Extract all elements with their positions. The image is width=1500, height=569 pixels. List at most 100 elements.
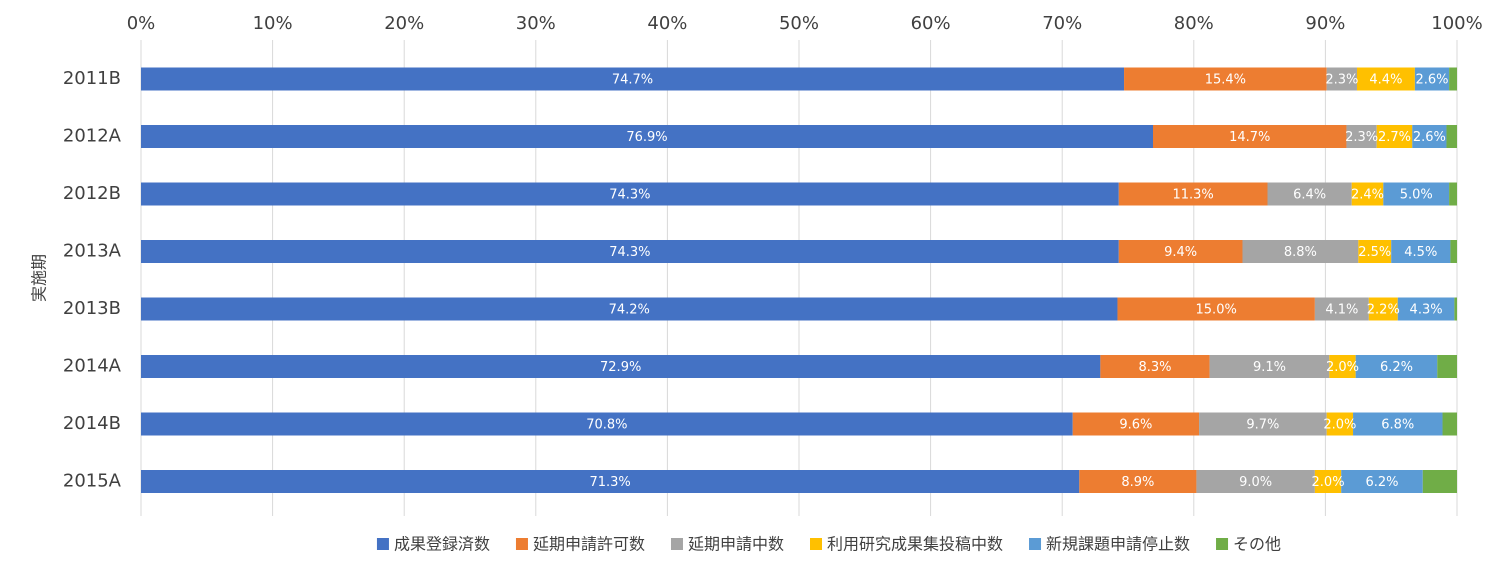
bar-segment: [141, 412, 1073, 436]
bar-segment: [1242, 240, 1359, 263]
data-label: 6.4%: [1293, 188, 1326, 203]
data-label: 76.9%: [626, 130, 667, 145]
data-label: 9.0%: [1239, 475, 1272, 490]
bar-segment: [1391, 240, 1451, 263]
legend-label: その他: [1233, 535, 1281, 554]
bar-segment: [1326, 67, 1357, 91]
data-label: 2.5%: [1358, 245, 1391, 260]
category-label: 2014B: [63, 413, 121, 434]
legend-item: 延期申請中数: [670, 535, 784, 554]
data-label: 4.1%: [1325, 303, 1358, 318]
bar-segment: [1422, 470, 1457, 493]
bar-segment: [1353, 412, 1443, 436]
bar-segment: [1397, 297, 1455, 321]
data-label: 5.0%: [1400, 188, 1433, 203]
data-label: 4.3%: [1410, 303, 1443, 318]
data-label: 8.9%: [1121, 475, 1154, 490]
legend-item: その他: [1216, 535, 1281, 554]
bar-segment: [1209, 355, 1330, 378]
data-label: 8.8%: [1284, 245, 1317, 260]
data-label: 4.4%: [1369, 73, 1402, 88]
data-label: 9.7%: [1246, 418, 1279, 433]
bar-segment: [1356, 67, 1415, 91]
data-label: 72.9%: [600, 360, 641, 375]
category-label: 2015A: [63, 471, 122, 492]
legend-item: 成果登録済数: [376, 535, 490, 554]
x-tick-label: 60%: [911, 13, 951, 34]
x-tick-label: 0%: [127, 13, 156, 34]
data-label: 6.2%: [1380, 360, 1413, 375]
bar-segment: [1412, 125, 1447, 148]
data-label: 2.0%: [1323, 418, 1356, 433]
bar-segment: [1414, 67, 1450, 91]
x-tick-label: 10%: [253, 13, 293, 34]
data-label: 2.2%: [1367, 303, 1400, 318]
data-label: 2.0%: [1312, 475, 1345, 490]
x-tick-label: 100%: [1431, 13, 1482, 34]
bar-segment: [1449, 67, 1457, 91]
legend-item: 利用研究成果集投稿中数: [810, 535, 1003, 554]
bar-segment: [1442, 412, 1457, 436]
bar-segment: [1341, 470, 1423, 493]
x-tick-label: 70%: [1042, 13, 1082, 34]
bar-segment: [1437, 355, 1457, 378]
legend-item: 延期申請許可数: [515, 535, 645, 554]
bar-segment: [1100, 355, 1210, 378]
bar-segment: [1079, 470, 1197, 493]
data-label: 2.0%: [1326, 360, 1359, 375]
legend-item: 新規課題申請停止数: [1029, 535, 1190, 554]
legend-swatch: [1216, 538, 1229, 550]
bar-segment: [1351, 182, 1384, 206]
x-tick-label: 40%: [647, 13, 687, 34]
y-axis-title: 実施期: [30, 254, 49, 302]
category-label: 2013B: [63, 298, 121, 319]
data-label: 2.3%: [1345, 130, 1378, 145]
data-label: 71.3%: [589, 475, 630, 490]
data-label: 2.6%: [1415, 73, 1448, 88]
data-label: 9.6%: [1119, 418, 1152, 433]
category-label: 2014A: [63, 356, 122, 377]
data-label: 74.2%: [609, 303, 650, 318]
bar-segment: [1117, 297, 1315, 321]
data-label: 9.4%: [1164, 245, 1197, 260]
data-label: 70.8%: [586, 418, 627, 433]
bar-segment: [141, 240, 1119, 263]
bar-segment: [1072, 412, 1200, 436]
bar-segment: [1376, 125, 1413, 148]
x-tick-label: 20%: [384, 13, 424, 34]
data-label: 9.1%: [1253, 360, 1286, 375]
bar-segment: [141, 67, 1125, 91]
data-label: 74.3%: [609, 245, 650, 260]
y-axis-categories: 2011B 2012A 2012B 2013A 2013B 2014A 2014B 2015A: [63, 68, 122, 492]
bar-segment: [1199, 412, 1327, 436]
bar-segment: [141, 182, 1119, 206]
category-label: 2012A: [63, 126, 122, 147]
bar-segment: [141, 355, 1101, 378]
x-tick-label: 30%: [516, 13, 556, 34]
legend-label: 成果登録済数: [394, 535, 490, 554]
legend-label: 新規課題申請停止数: [1046, 535, 1190, 554]
data-label: 8.3%: [1138, 360, 1171, 375]
x-axis-ticks: 0% 10% 20% 30% 40% 50% 60% 70% 80% 90% 100%: [127, 13, 1483, 34]
bar-segment: [1314, 470, 1342, 493]
legend-label: 利用研究成果集投稿中数: [827, 535, 1003, 554]
bar-segment: [1118, 182, 1268, 206]
bar-segment: [141, 125, 1154, 148]
legend-swatch: [670, 538, 683, 550]
bar-segment: [1153, 125, 1347, 148]
bar-segment: [1383, 182, 1450, 206]
bar-segment: [1446, 125, 1457, 148]
category-label: 2011B: [63, 68, 121, 89]
data-label: 14.7%: [1229, 130, 1270, 145]
bar-segment: [1368, 297, 1398, 321]
bars: [141, 67, 1457, 493]
data-label: 2.7%: [1378, 130, 1411, 145]
data-label: 74.3%: [609, 188, 650, 203]
data-label: 11.3%: [1172, 188, 1213, 203]
bar-segment: [1449, 182, 1457, 206]
bar-segment: [1355, 355, 1438, 378]
category-label: 2012B: [63, 183, 121, 204]
category-label: 2013A: [63, 241, 122, 262]
data-label: 2.6%: [1413, 130, 1446, 145]
